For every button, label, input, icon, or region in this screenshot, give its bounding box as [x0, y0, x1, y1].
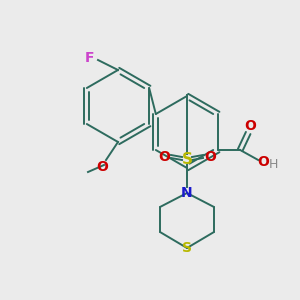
Text: O: O — [96, 160, 108, 174]
Text: O: O — [204, 150, 216, 164]
Text: F: F — [85, 51, 95, 65]
Text: S: S — [182, 241, 192, 255]
Text: O: O — [257, 155, 269, 169]
Text: H: H — [268, 158, 278, 172]
Text: O: O — [158, 150, 170, 164]
Text: O: O — [244, 119, 256, 133]
Text: N: N — [181, 186, 193, 200]
Text: S: S — [182, 152, 193, 167]
